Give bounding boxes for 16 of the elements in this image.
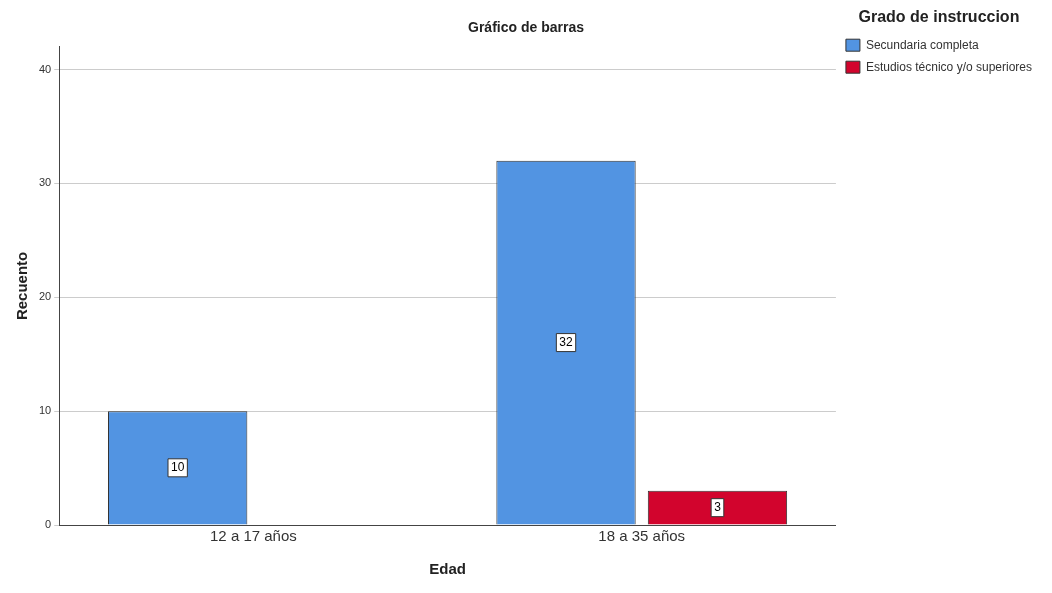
legend-label: Estudios técnico y/o superiores (865, 59, 1033, 74)
y-tick-label: 20 (38, 290, 52, 303)
y-tick-label: 40 (38, 62, 52, 75)
y-tick-label: 30 (38, 176, 52, 189)
x-axis-title: Edad (429, 560, 466, 578)
legend-label: Secundaria completa (865, 37, 979, 52)
x-tick-label: 18 a 35 años (598, 527, 686, 545)
legend-title: Grado de instruccion (858, 8, 1020, 26)
chart-title: Gráfico de barras (468, 19, 585, 36)
data-label: 10 (171, 460, 185, 475)
y-tick-label: 10 (38, 404, 52, 417)
data-label: 3 (714, 499, 722, 514)
y-axis-title: Recuento (13, 251, 31, 321)
data-label: 32 (559, 334, 574, 349)
x-tick-label: 12 a 17 años (210, 527, 297, 545)
y-tick-label: 0 (45, 518, 52, 531)
